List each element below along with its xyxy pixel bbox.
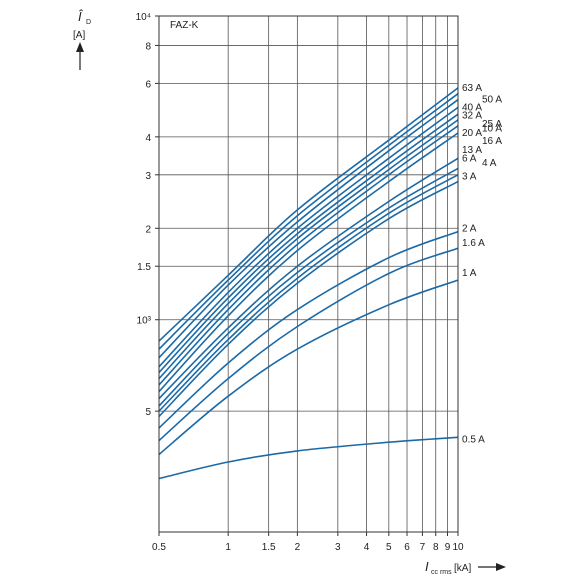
series-label: 50 A	[482, 95, 502, 106]
series-label: 13 A	[462, 145, 482, 156]
series-line	[158, 230, 459, 429]
y-tick-label: 5	[145, 407, 151, 418]
series-line	[158, 106, 459, 368]
series-line	[158, 279, 459, 456]
y-tick-label: 10⁴	[136, 12, 151, 23]
y-tick-label: 3	[145, 171, 151, 182]
x-tick-label: 10	[452, 542, 464, 553]
series-line	[158, 93, 459, 350]
x-axis-subscript: cc rms	[431, 569, 452, 576]
x-tick-label: 8	[433, 542, 439, 553]
series-label: 1 A	[462, 268, 477, 279]
y-axis-subscript: D	[86, 19, 91, 26]
x-axis-symbol: I	[425, 559, 429, 574]
series-label: 4 A	[482, 158, 497, 169]
series-line	[158, 180, 459, 418]
series-line	[158, 174, 459, 412]
y-tick-label: 6	[145, 79, 151, 90]
series-line	[158, 87, 459, 342]
series-label: 16 A	[482, 136, 502, 147]
series-label: 40 A	[462, 103, 482, 114]
y-axis-unit: [A]	[73, 30, 85, 41]
series-label: 25 A	[482, 119, 502, 130]
y-tick-label: 2	[145, 224, 151, 235]
series-line	[158, 167, 459, 407]
plot-frame	[158, 15, 459, 533]
series-label: 1.6 A	[462, 238, 485, 249]
series-label: 3 A	[462, 172, 477, 183]
x-tick-label: 2	[295, 542, 301, 553]
y-axis-arrow-head	[76, 42, 84, 52]
y-tick-label: 1.5	[137, 262, 151, 273]
series-line	[158, 436, 459, 480]
y-axis-symbol: Î	[78, 9, 84, 24]
x-tick-label: 5	[386, 542, 392, 553]
series-line	[158, 99, 459, 359]
y-axis-label: Î D [A]	[73, 9, 91, 70]
series-label: 63 A	[462, 83, 482, 94]
x-tick-label: 9	[445, 542, 451, 553]
series-label: 10 A	[482, 123, 502, 134]
x-axis-arrow-head	[496, 563, 506, 571]
series-label: 32 A	[462, 110, 482, 121]
y-tick-label: 4	[145, 133, 151, 144]
series-labels: 63 A50 A40 A32 A25 A20 A16 A13 A10 A 6 A 4…	[462, 83, 502, 445]
series-line	[158, 247, 459, 442]
series-line	[158, 157, 459, 400]
series-label: 2 A	[462, 224, 477, 235]
x-axis-unit: [kA]	[454, 563, 471, 574]
series-group	[158, 87, 459, 480]
x-tick-label: 3	[335, 542, 341, 553]
series-label: 20 A	[462, 128, 482, 139]
grid	[159, 16, 458, 532]
x-tick-label: 1.5	[262, 542, 276, 553]
chart-title: FAZ-K	[170, 20, 199, 31]
x-tick-label: 7	[420, 542, 426, 553]
series-label: 0.5 A	[462, 434, 485, 445]
series-line	[158, 125, 459, 386]
y-tick-label: 8	[145, 41, 151, 52]
x-tick-label: 0.5	[152, 542, 166, 553]
series-line	[158, 113, 459, 374]
x-tick-label: 4	[364, 542, 370, 553]
y-tick-label: 10³	[137, 316, 152, 327]
x-axis-label: I cc rms [kA]	[425, 559, 506, 576]
series-label: 6 A	[462, 153, 477, 164]
x-tick-label: 1	[225, 542, 231, 553]
series-line	[158, 132, 459, 393]
series-line	[158, 119, 459, 380]
x-tick-label: 6	[404, 542, 410, 553]
